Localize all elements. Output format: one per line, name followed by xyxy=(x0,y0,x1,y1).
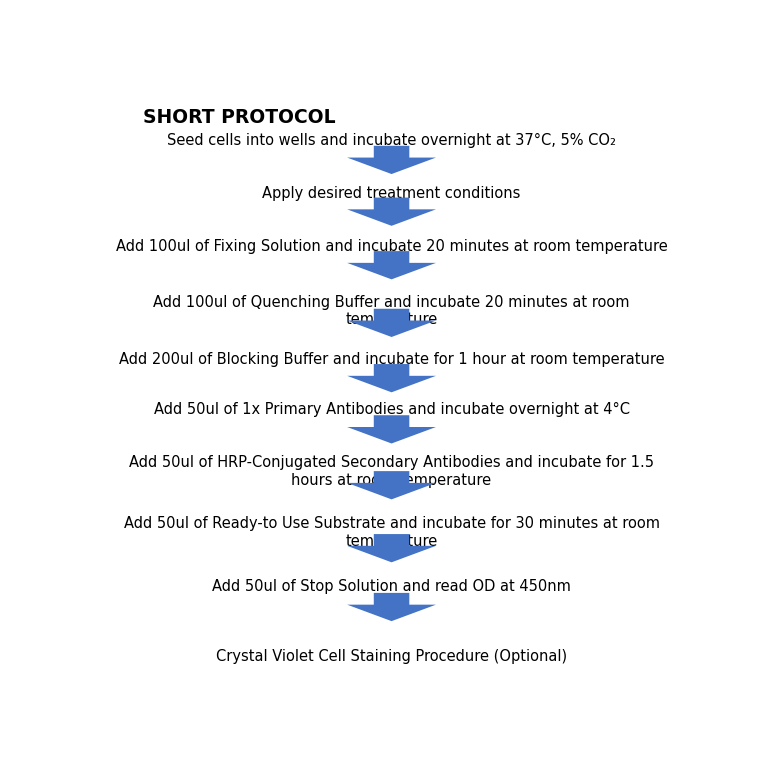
Text: Apply desired treatment conditions: Apply desired treatment conditions xyxy=(262,186,521,201)
Text: Add 100ul of Fixing Solution and incubate 20 minutes at room temperature: Add 100ul of Fixing Solution and incubat… xyxy=(115,238,668,254)
Text: Crystal Violet Cell Staining Procedure (Optional): Crystal Violet Cell Staining Procedure (… xyxy=(216,649,567,665)
Text: Add 50ul of Stop Solution and read OD at 450nm: Add 50ul of Stop Solution and read OD at… xyxy=(212,579,571,594)
Polygon shape xyxy=(347,534,436,562)
Polygon shape xyxy=(347,364,436,392)
Text: Add 200ul of Blocking Buffer and incubate for 1 hour at room temperature: Add 200ul of Blocking Buffer and incubat… xyxy=(118,351,665,367)
Text: SHORT PROTOCOL: SHORT PROTOCOL xyxy=(143,108,335,127)
Polygon shape xyxy=(347,198,436,226)
Text: Add 100ul of Quenching Buffer and incubate 20 minutes at room
temperature: Add 100ul of Quenching Buffer and incuba… xyxy=(154,295,630,327)
Polygon shape xyxy=(347,593,436,621)
Text: Add 50ul of 1x Primary Antibodies and incubate overnight at 4°C: Add 50ul of 1x Primary Antibodies and in… xyxy=(154,403,630,417)
Text: Add 50ul of HRP-Conjugated Secondary Antibodies and incubate for 1.5
hours at ro: Add 50ul of HRP-Conjugated Secondary Ant… xyxy=(129,455,654,487)
Polygon shape xyxy=(347,251,436,280)
Polygon shape xyxy=(347,415,436,443)
Polygon shape xyxy=(347,309,436,337)
Text: Seed cells into wells and incubate overnight at 37°C, 5% CO₂: Seed cells into wells and incubate overn… xyxy=(167,133,616,148)
Polygon shape xyxy=(347,146,436,174)
Polygon shape xyxy=(347,471,436,500)
Text: Add 50ul of Ready-to Use Substrate and incubate for 30 minutes at room
temperatu: Add 50ul of Ready-to Use Substrate and i… xyxy=(124,516,659,549)
